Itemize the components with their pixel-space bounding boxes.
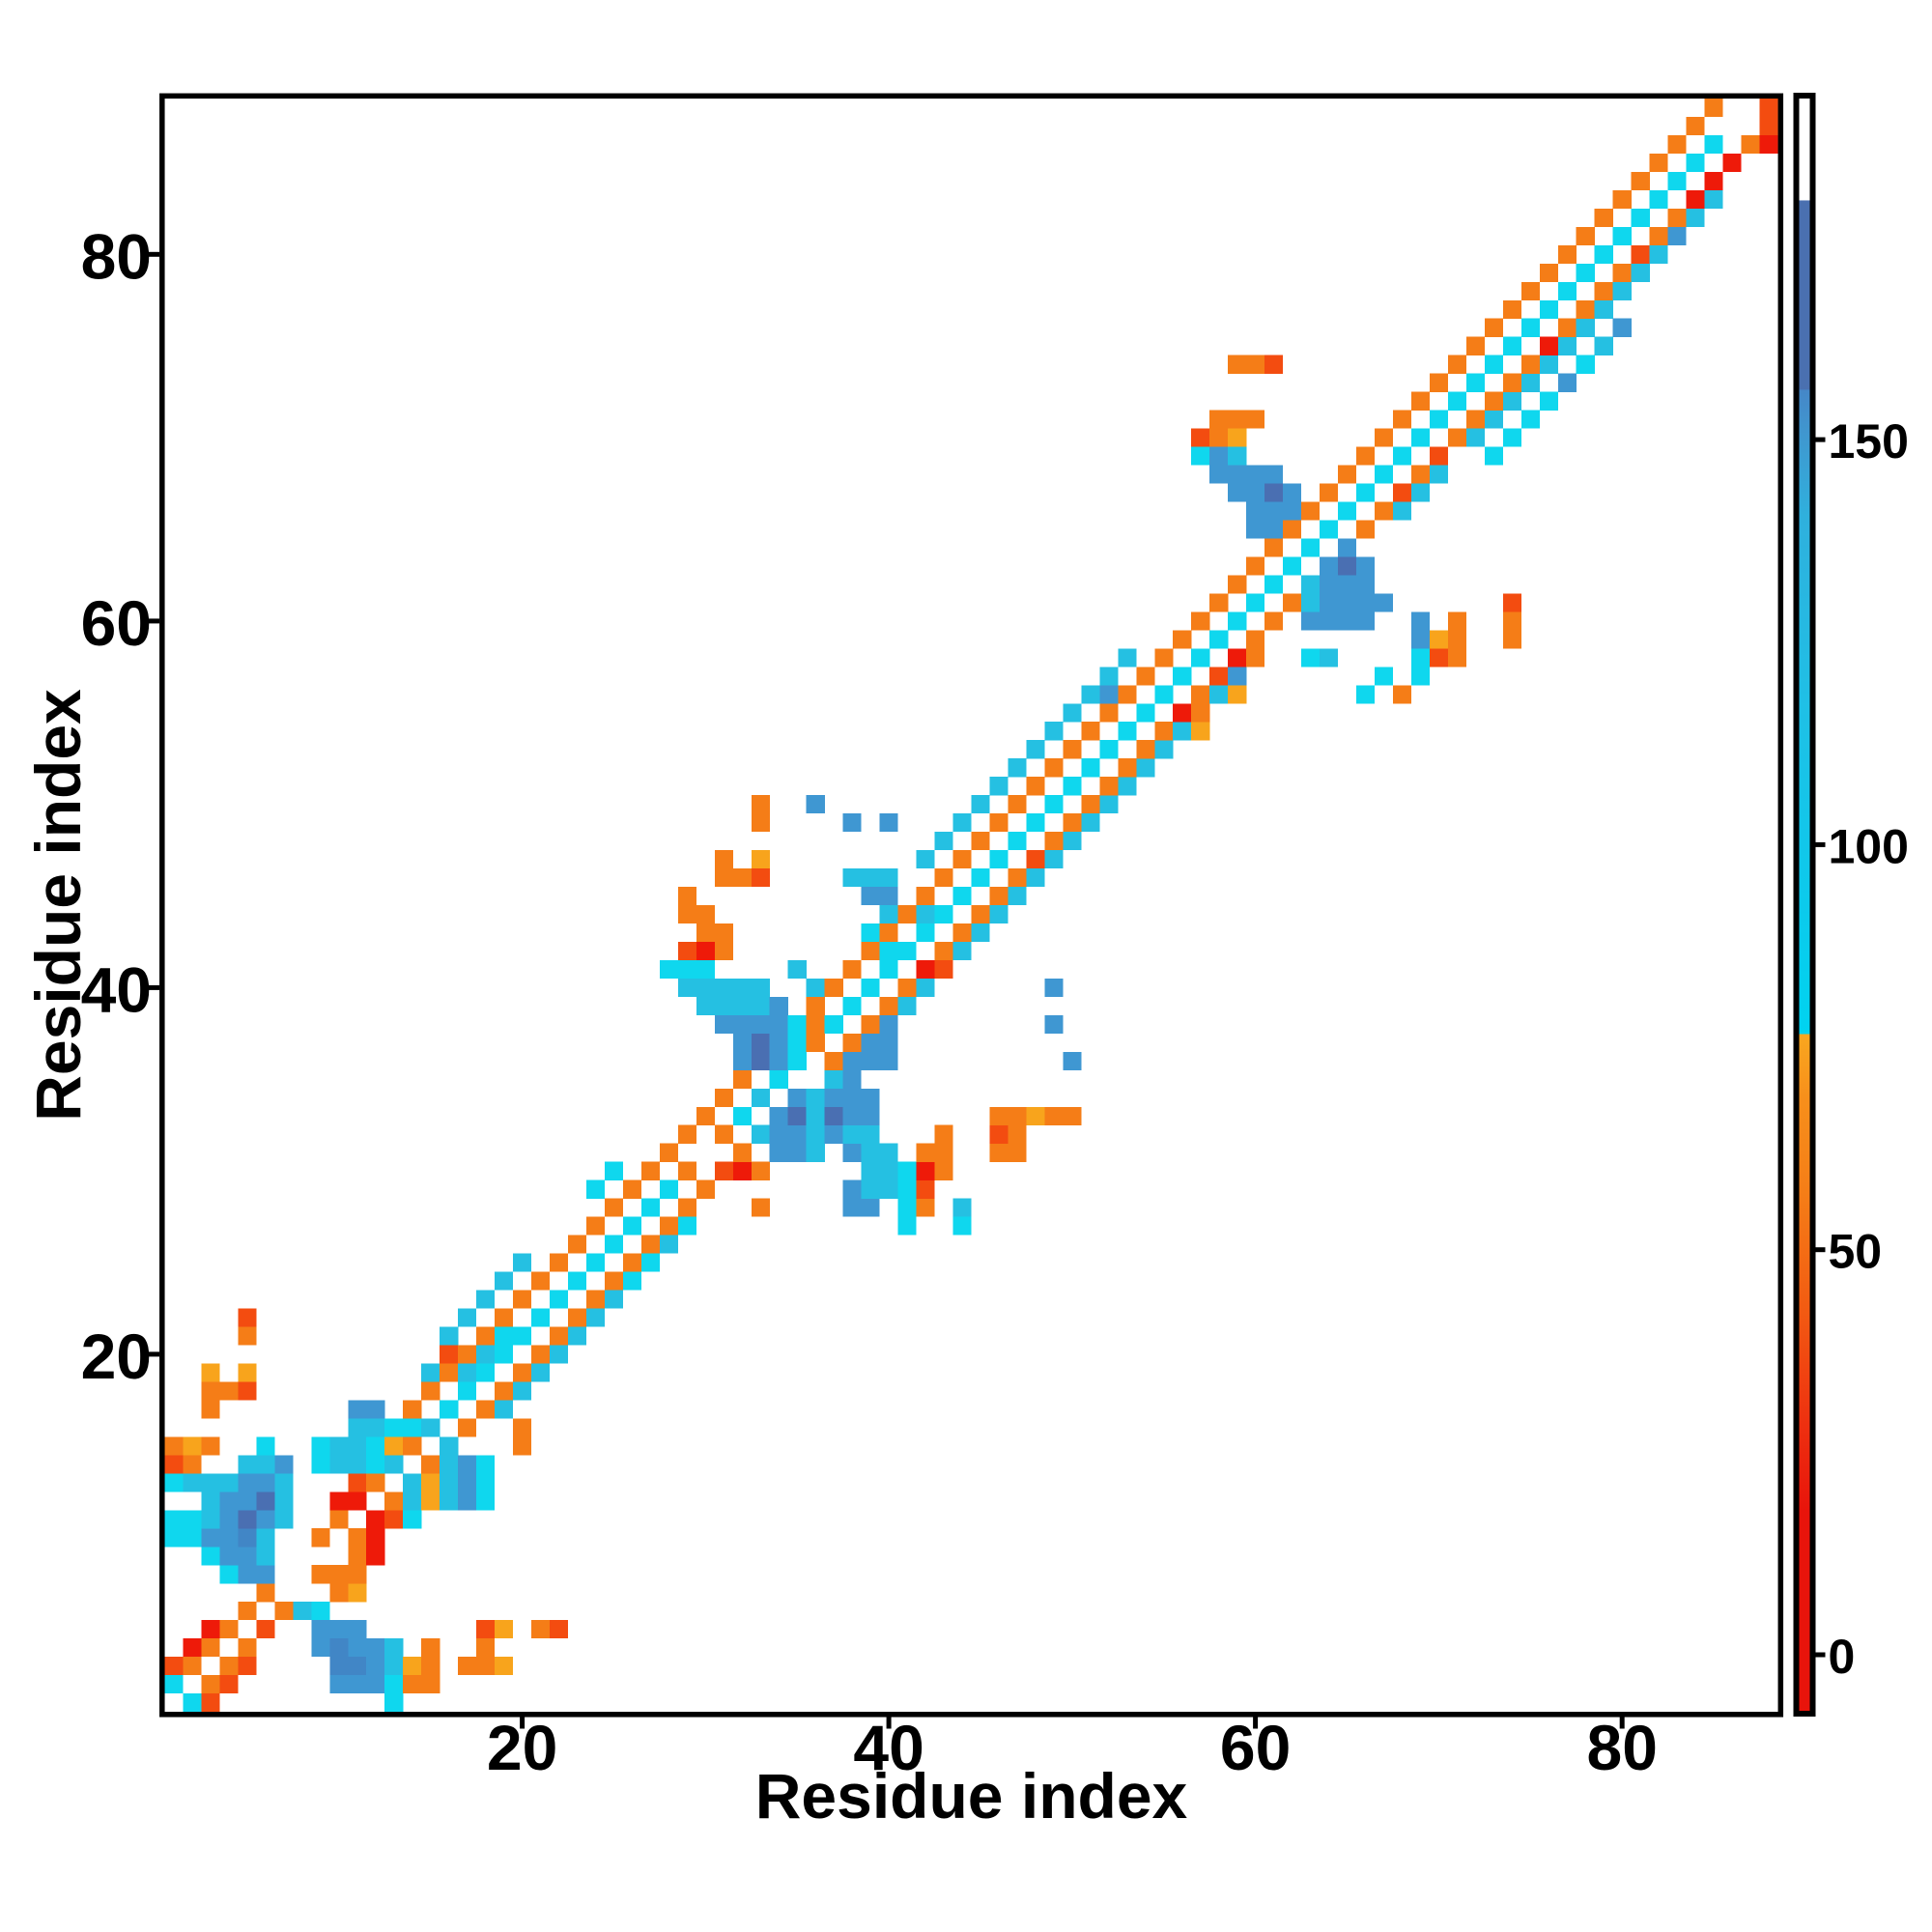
svg-text:80: 80: [81, 220, 152, 292]
svg-text:40: 40: [81, 953, 152, 1025]
svg-text:60: 60: [1220, 1712, 1291, 1783]
svg-text:20: 20: [487, 1712, 557, 1783]
svg-text:20: 20: [81, 1321, 152, 1392]
svg-text:150: 150: [1829, 414, 1909, 469]
svg-text:60: 60: [81, 587, 152, 659]
svg-text:40: 40: [853, 1712, 923, 1783]
svg-text:Residue index: Residue index: [755, 1760, 1188, 1832]
svg-text:80: 80: [1586, 1712, 1657, 1783]
svg-text:100: 100: [1829, 819, 1909, 873]
svg-text:Residue index: Residue index: [22, 689, 94, 1122]
svg-text:50: 50: [1829, 1225, 1883, 1279]
svg-text:0: 0: [1829, 1630, 1856, 1684]
